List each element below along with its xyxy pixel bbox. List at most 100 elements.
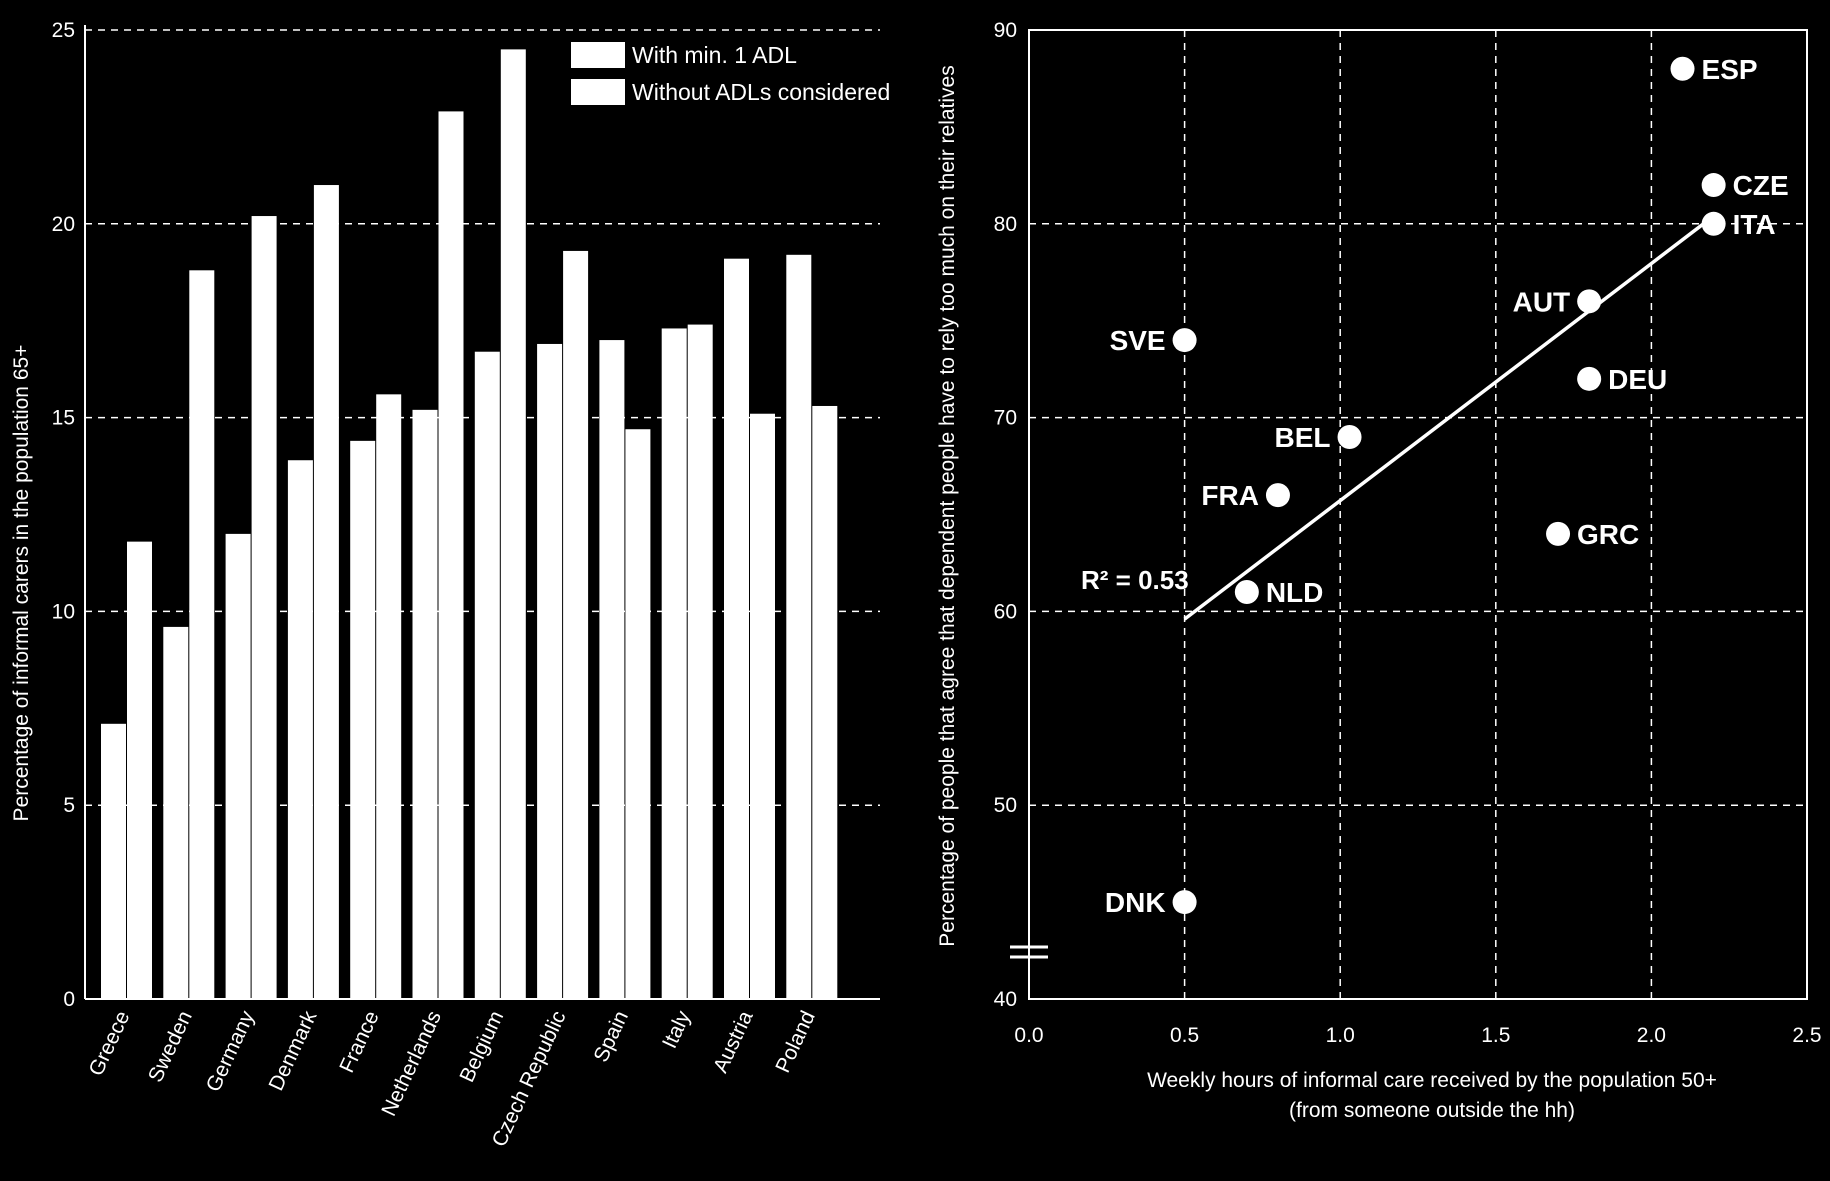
bar-x-tick-label: Netherlands: [377, 1007, 446, 1119]
bar-y-tick-label: 10: [52, 600, 75, 623]
bar-x-tick-label: Denmark: [265, 1007, 322, 1094]
bar-germany-series-2: [251, 216, 277, 1000]
scatter-x-tick-label: 2.5: [1792, 1024, 1821, 1047]
bar-spain-series-1: [599, 340, 625, 1000]
point-grc: [1546, 521, 1571, 546]
bar-czech-republic-series-2: [563, 250, 589, 999]
bar-y-tick-label: 0: [63, 988, 75, 1011]
bar-germany-series-1: [225, 533, 251, 999]
bar-x-tick-label: Greece: [85, 1007, 135, 1079]
bar-y-tick-label: 25: [52, 19, 75, 42]
point-label-fra: FRA: [1201, 480, 1259, 511]
legend-swatch-series-2: [571, 79, 625, 105]
r-squared-annotation: R² = 0.53: [1081, 565, 1189, 595]
trendline: [1183, 214, 1715, 621]
bar-chart-y-axis-label: Percentage of informal carers in the pop…: [10, 345, 33, 822]
legend-label-series-2: Without ADLs considered: [632, 79, 890, 105]
point-label-grc: GRC: [1577, 519, 1639, 550]
bar-belgium-series-2: [500, 49, 526, 999]
bar-y-tick-label: 5: [63, 794, 75, 817]
bar-poland-series-2: [812, 405, 838, 999]
bar-france-series-2: [376, 394, 402, 999]
point-label-sve: SVE: [1110, 325, 1166, 356]
scatter-chart-gridlines: [1029, 29, 1807, 999]
bar-x-tick-label: France: [335, 1007, 383, 1076]
scatter-chart-axes: [1028, 29, 1808, 1000]
scatter-x-tick-label: 1.0: [1326, 1024, 1355, 1047]
legend-swatch-series-1: [571, 42, 625, 68]
point-label-cze: CZE: [1733, 170, 1789, 201]
scatter-y-tick-label: 70: [994, 407, 1017, 430]
bar-chart-bars: [101, 49, 838, 1000]
bar-austria-series-2: [750, 413, 775, 999]
bar-x-tick-label: Germany: [202, 1007, 260, 1095]
bar-france-series-1: [350, 440, 376, 1000]
y-axis-break-marker: [1010, 945, 1048, 959]
bar-sweden-series-2: [189, 270, 215, 999]
scatter-x-tick-label: 1.5: [1481, 1024, 1510, 1047]
legend-label-series-1: With min. 1 ADL: [632, 42, 797, 68]
scatter-chart-x-axis-sublabel: (from someone outside the hh): [1289, 1099, 1575, 1122]
bar-netherlands-series-2: [438, 111, 464, 1000]
bar-y-tick-label: 20: [52, 213, 75, 236]
scatter-y-tick-label: 90: [994, 19, 1017, 42]
point-fra: [1265, 483, 1290, 508]
bar-netherlands-series-1: [412, 409, 438, 999]
point-label-esp: ESP: [1702, 54, 1758, 85]
bar-y-tick-label: 15: [52, 407, 75, 430]
bar-x-tick-label: Sweden: [144, 1007, 197, 1086]
bar-austria-series-1: [724, 258, 749, 1000]
point-sve: [1172, 328, 1197, 353]
bar-x-tick-label: Italy: [658, 1007, 695, 1052]
scatter-x-tick-label: 0.0: [1014, 1024, 1043, 1047]
point-label-aut: AUT: [1513, 286, 1571, 317]
scatter-plot-frame: [1028, 29, 1808, 1000]
bar-x-tick-label: Austria: [709, 1007, 758, 1076]
point-bel: [1337, 424, 1362, 449]
bar-chart: 0 5 10 15 20 25 Greece Sweden Germany Denmark Fra…: [10, 19, 890, 1150]
point-label-deu: DEU: [1608, 364, 1667, 395]
point-esp: [1670, 56, 1695, 81]
scatter-x-tick-label: 0.5: [1170, 1024, 1199, 1047]
bar-chart-x-ticks: Greece Sweden Germany Denmark FranceNetherla…: [85, 1007, 820, 1150]
scatter-chart-y-axis-label: Percentage of people that agree that dep…: [936, 65, 959, 946]
scatter-chart: 40 50 60 70 80 90 0.0 0.5 1.0 1.5 2.0 2.5 ESP CZE IT…: [936, 19, 1822, 1122]
point-deu: [1577, 366, 1602, 391]
bar-x-tick-label: Poland: [771, 1007, 819, 1076]
bar-x-tick-label: Spain: [589, 1007, 633, 1065]
point-label-nld: NLD: [1266, 577, 1324, 608]
point-label-ita: ITA: [1733, 209, 1776, 240]
bar-czech-republic-series-1: [537, 343, 563, 999]
bar-chart-gridlines: [85, 29, 880, 806]
bar-denmark-series-1: [287, 460, 313, 1000]
bar-chart-legend: With min. 1 ADL Without ADLs considered: [571, 42, 890, 105]
scatter-chart-points: ESP CZE ITA AUT SVE DEU BEL FRA GRC NLD DNK: [1105, 54, 1789, 918]
scatter-chart-trendline: [1183, 214, 1715, 621]
bar-belgium-series-1: [474, 351, 500, 999]
bar-spain-series-2: [625, 429, 651, 999]
scatter-y-tick-label: 50: [994, 794, 1017, 817]
point-cze: [1701, 173, 1726, 198]
scatter-x-tick-label: 2.0: [1637, 1024, 1666, 1047]
point-ita: [1701, 211, 1726, 236]
scatter-y-tick-label: 80: [994, 213, 1017, 236]
bar-italy-series-1: [661, 328, 687, 999]
bar-greece-series-2: [127, 541, 152, 999]
point-aut: [1577, 289, 1602, 314]
bar-chart-y-ticks: 0 5 10 15 20 25: [52, 19, 75, 1011]
bar-denmark-series-2: [313, 185, 339, 1000]
bar-chart-axes: [84, 25, 880, 1000]
point-label-dnk: DNK: [1105, 887, 1166, 918]
bar-poland-series-1: [786, 254, 812, 1000]
point-nld: [1234, 580, 1259, 605]
bar-italy-series-2: [687, 324, 713, 999]
bar-greece-series-1: [101, 723, 126, 999]
point-label-bel: BEL: [1275, 422, 1331, 453]
bar-sweden-series-1: [163, 626, 189, 999]
scatter-chart-y-ticks: 40 50 60 70 80 90: [994, 19, 1017, 1011]
point-dnk: [1172, 890, 1197, 915]
scatter-chart-x-ticks: 0.0 0.5 1.0 1.5 2.0 2.5: [1014, 1024, 1821, 1047]
scatter-chart-x-axis-label: Weekly hours of informal care received b…: [1147, 1069, 1717, 1092]
bar-x-tick-label: Belgium: [455, 1007, 508, 1085]
